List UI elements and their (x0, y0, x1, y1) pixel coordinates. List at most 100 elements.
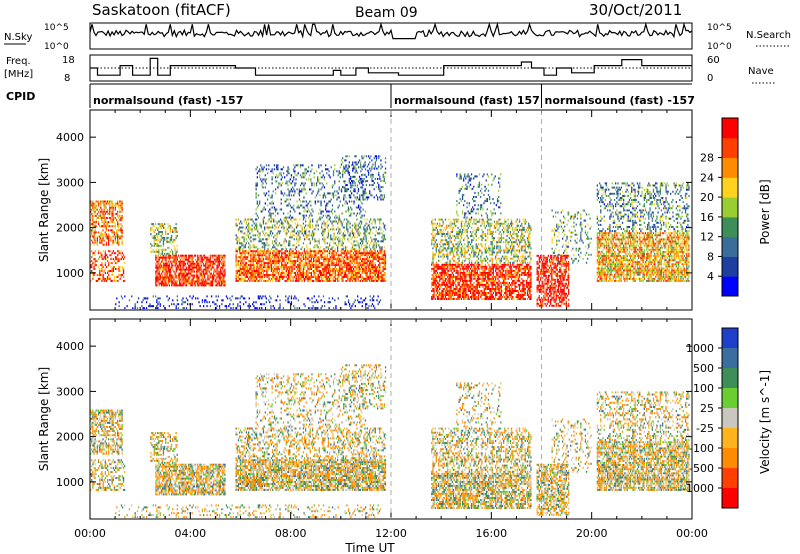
power-cell (256, 184, 257, 186)
power-cell (265, 209, 266, 211)
power-cell (165, 231, 166, 233)
power-cell (314, 182, 315, 184)
power-cell (246, 280, 247, 282)
power-cell (303, 215, 304, 217)
power-cell (198, 263, 199, 265)
power-cell (303, 219, 304, 221)
power-cell (375, 164, 376, 166)
power-cell (350, 178, 351, 180)
power-cell (185, 265, 186, 267)
power-cell (288, 230, 289, 232)
noise-axis-top-left: 10^5 (44, 23, 69, 33)
power-cell (342, 213, 343, 215)
power-cell (278, 274, 279, 276)
power-cell (299, 230, 300, 232)
power-cell (99, 231, 100, 233)
power-cell (120, 223, 121, 225)
power-cell (169, 265, 170, 267)
power-cell (269, 236, 270, 238)
power-cell (179, 257, 180, 259)
power-cell (372, 276, 373, 278)
power-cell (381, 274, 382, 276)
power-cell (384, 246, 385, 248)
power-cell (177, 267, 178, 269)
power-cell (286, 258, 287, 260)
power-cell (294, 219, 295, 221)
power-cell (108, 278, 109, 280)
power-cell (237, 225, 238, 227)
power-cell (221, 283, 222, 285)
power-cell (351, 248, 352, 250)
power-cell (323, 174, 324, 176)
power-cell (123, 272, 124, 274)
power-cell (106, 280, 107, 282)
power-cell (358, 188, 359, 190)
power-cell (351, 250, 352, 252)
power-cell (254, 254, 255, 256)
power-cell (187, 279, 188, 281)
power-cell (324, 250, 325, 252)
power-cell (319, 240, 320, 242)
power-cell (330, 176, 331, 178)
power-cell (277, 252, 278, 254)
power-cell (259, 264, 260, 266)
power-cell (261, 227, 262, 229)
power-cell (114, 233, 115, 235)
power-cell (272, 256, 273, 258)
power-cell (158, 263, 159, 265)
power-cell (445, 268, 446, 270)
power-cell (461, 298, 462, 300)
power-cell (113, 258, 114, 260)
power-cell (372, 262, 373, 264)
power-cell (240, 254, 241, 256)
power-cell (122, 211, 123, 213)
power-cell (156, 284, 157, 286)
power-cell (451, 268, 452, 270)
power-cell (367, 227, 368, 229)
power-cell (171, 237, 172, 239)
power-cell (197, 283, 198, 285)
power-cell (342, 244, 343, 246)
power-cell (165, 279, 166, 281)
power-cell (165, 259, 166, 261)
power-cell (381, 258, 382, 260)
power-cell (259, 225, 260, 227)
power-cell (180, 283, 181, 285)
power-cell (445, 284, 446, 286)
power-cell (279, 270, 280, 272)
power-cell (305, 278, 306, 280)
power-cell (170, 231, 171, 233)
power-cell (379, 264, 380, 266)
power-cell (262, 186, 263, 188)
power-cell (306, 178, 307, 180)
power-cell (221, 259, 222, 261)
power-cell (171, 279, 172, 281)
power-cell (242, 244, 243, 246)
power-cell (456, 298, 457, 300)
power-cell (180, 259, 181, 261)
power-cell (333, 172, 334, 174)
power-cell (457, 276, 458, 278)
power-cell (370, 176, 371, 178)
power-cell (254, 264, 255, 266)
power-cell (454, 292, 455, 294)
power-cell (319, 219, 320, 221)
power-cell (237, 262, 238, 264)
power-cell (350, 234, 351, 236)
power-cell (286, 230, 287, 232)
power-cell (323, 236, 324, 238)
power-cell (355, 184, 356, 186)
power-cell (343, 221, 344, 223)
power-cell (106, 225, 107, 227)
power-cell (207, 279, 208, 281)
power-cell (186, 284, 187, 286)
power-cell (113, 219, 114, 221)
power-cell (211, 283, 212, 285)
power-cell (113, 209, 114, 211)
power-cell (364, 266, 365, 268)
power-cell (366, 248, 367, 250)
power-cell (371, 166, 372, 168)
power-cell (236, 274, 237, 276)
power-cell (118, 244, 119, 246)
power-cell (163, 271, 164, 273)
